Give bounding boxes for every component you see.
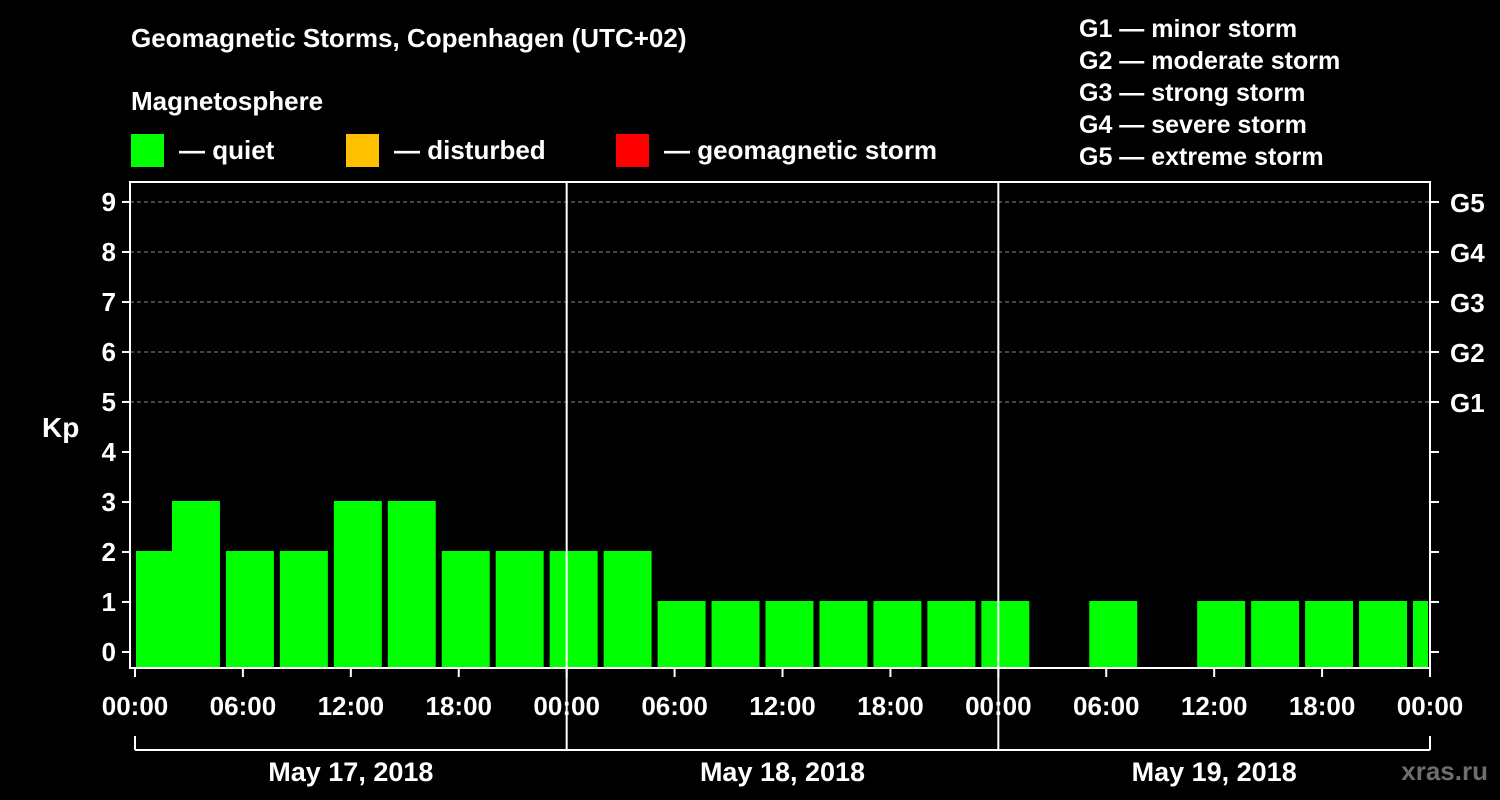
legend-label-disturbed: — disturbed xyxy=(394,134,546,165)
storm-level-g3: G3 xyxy=(1450,288,1485,318)
kp-bar-3 xyxy=(279,551,328,668)
y-tick-label: 5 xyxy=(102,387,116,417)
x-tick-label: 00:00 xyxy=(965,691,1032,721)
legend-swatch-storm xyxy=(616,133,649,167)
chart-title: Geomagnetic Storms, Copenhagen (UTC+02) xyxy=(131,23,687,53)
y-tick-label: 7 xyxy=(102,287,116,317)
legend-swatch-quiet xyxy=(131,133,164,167)
scale-g5: G5 — extreme storm xyxy=(1079,143,1324,171)
kp-bar-18 xyxy=(1089,601,1138,668)
kp-bar-5 xyxy=(387,501,436,668)
kp-bar-22 xyxy=(1305,601,1354,668)
x-tick-label: 12:00 xyxy=(1181,691,1248,721)
kp-bar-7 xyxy=(495,551,544,668)
storm-level-g5: G5 xyxy=(1450,188,1485,218)
kp-bar-10 xyxy=(657,601,706,668)
legend-label-storm: — geomagnetic storm xyxy=(664,134,938,165)
kp-bar-6 xyxy=(441,551,490,668)
kp-bar-12 xyxy=(765,601,814,668)
legend-quiet: — quiet xyxy=(131,133,274,167)
kp-bar-11 xyxy=(711,601,760,668)
kp-bar-13 xyxy=(819,601,868,668)
y-tick-label: 3 xyxy=(102,487,116,517)
watermark: xras.ru xyxy=(1401,756,1488,786)
storm-level-g4: G4 xyxy=(1450,238,1485,268)
y-tick-label: 6 xyxy=(102,337,116,367)
x-tick-label: 18:00 xyxy=(426,691,493,721)
kp-bar-20 xyxy=(1197,601,1246,668)
x-tick-label: 00:00 xyxy=(1397,691,1464,721)
kp-bar-21 xyxy=(1251,601,1300,668)
kp-bar-15 xyxy=(927,601,976,668)
scale-g2: G2 — moderate storm xyxy=(1079,47,1341,75)
scale-g3: G3 — strong storm xyxy=(1079,79,1306,107)
storm-level-g1: G1 xyxy=(1450,388,1485,418)
x-tick-label: 06:00 xyxy=(641,691,708,721)
kp-bar-2 xyxy=(225,551,274,668)
kp-bar-24 xyxy=(1413,601,1428,668)
legend-storm: — geomagnetic storm xyxy=(616,133,937,167)
x-tick-label: 12:00 xyxy=(318,691,385,721)
storm-level-g2: G2 xyxy=(1450,338,1485,368)
kp-bar-23 xyxy=(1359,601,1408,668)
day-label: May 18, 2018 xyxy=(700,757,865,787)
day-label: May 19, 2018 xyxy=(1132,757,1297,787)
legend-label-quiet: — quiet xyxy=(179,134,275,165)
x-tick-label: 00:00 xyxy=(102,691,169,721)
kp-bar-1 xyxy=(171,501,220,668)
scale-g4: G4 — severe storm xyxy=(1079,111,1307,139)
x-tick-label: 06:00 xyxy=(210,691,277,721)
x-tick-label: 18:00 xyxy=(857,691,924,721)
scale-g1: G1 — minor storm xyxy=(1079,15,1298,43)
storm-scale-legend: G1 — minor storm G2 — moderate storm G3 … xyxy=(1079,13,1340,173)
y-tick-label: 9 xyxy=(102,187,116,217)
y-tick-label: 1 xyxy=(102,587,116,617)
magnetosphere-title: Magnetosphere xyxy=(131,86,324,116)
legend-swatch-disturbed xyxy=(346,133,379,167)
x-tick-label: 12:00 xyxy=(749,691,816,721)
y-tick-label: 2 xyxy=(102,537,116,567)
kp-bar-16 xyxy=(981,601,1030,668)
kp-bar-9 xyxy=(603,551,652,668)
x-tick-label: 06:00 xyxy=(1073,691,1140,721)
kp-bar-8 xyxy=(549,551,598,668)
y-axis-label: Kp xyxy=(42,412,80,443)
kp-bar-4 xyxy=(333,501,382,668)
kp-bar-14 xyxy=(873,601,922,668)
day-label: May 17, 2018 xyxy=(268,757,433,787)
x-tick-label: 18:00 xyxy=(1289,691,1356,721)
y-tick-label: 4 xyxy=(102,437,117,467)
y-tick-label: 8 xyxy=(102,237,116,267)
legend-disturbed: — disturbed xyxy=(346,133,546,167)
y-tick-label: 0 xyxy=(102,637,116,667)
plot-frame xyxy=(129,181,1431,669)
x-tick-label: 00:00 xyxy=(533,691,600,721)
